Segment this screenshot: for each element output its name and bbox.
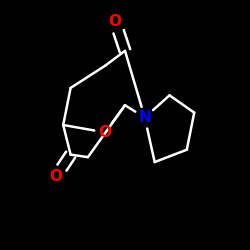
Text: O: O: [49, 170, 62, 184]
Text: O: O: [108, 14, 122, 29]
Text: N: N: [138, 110, 151, 125]
Text: O: O: [99, 125, 112, 140]
